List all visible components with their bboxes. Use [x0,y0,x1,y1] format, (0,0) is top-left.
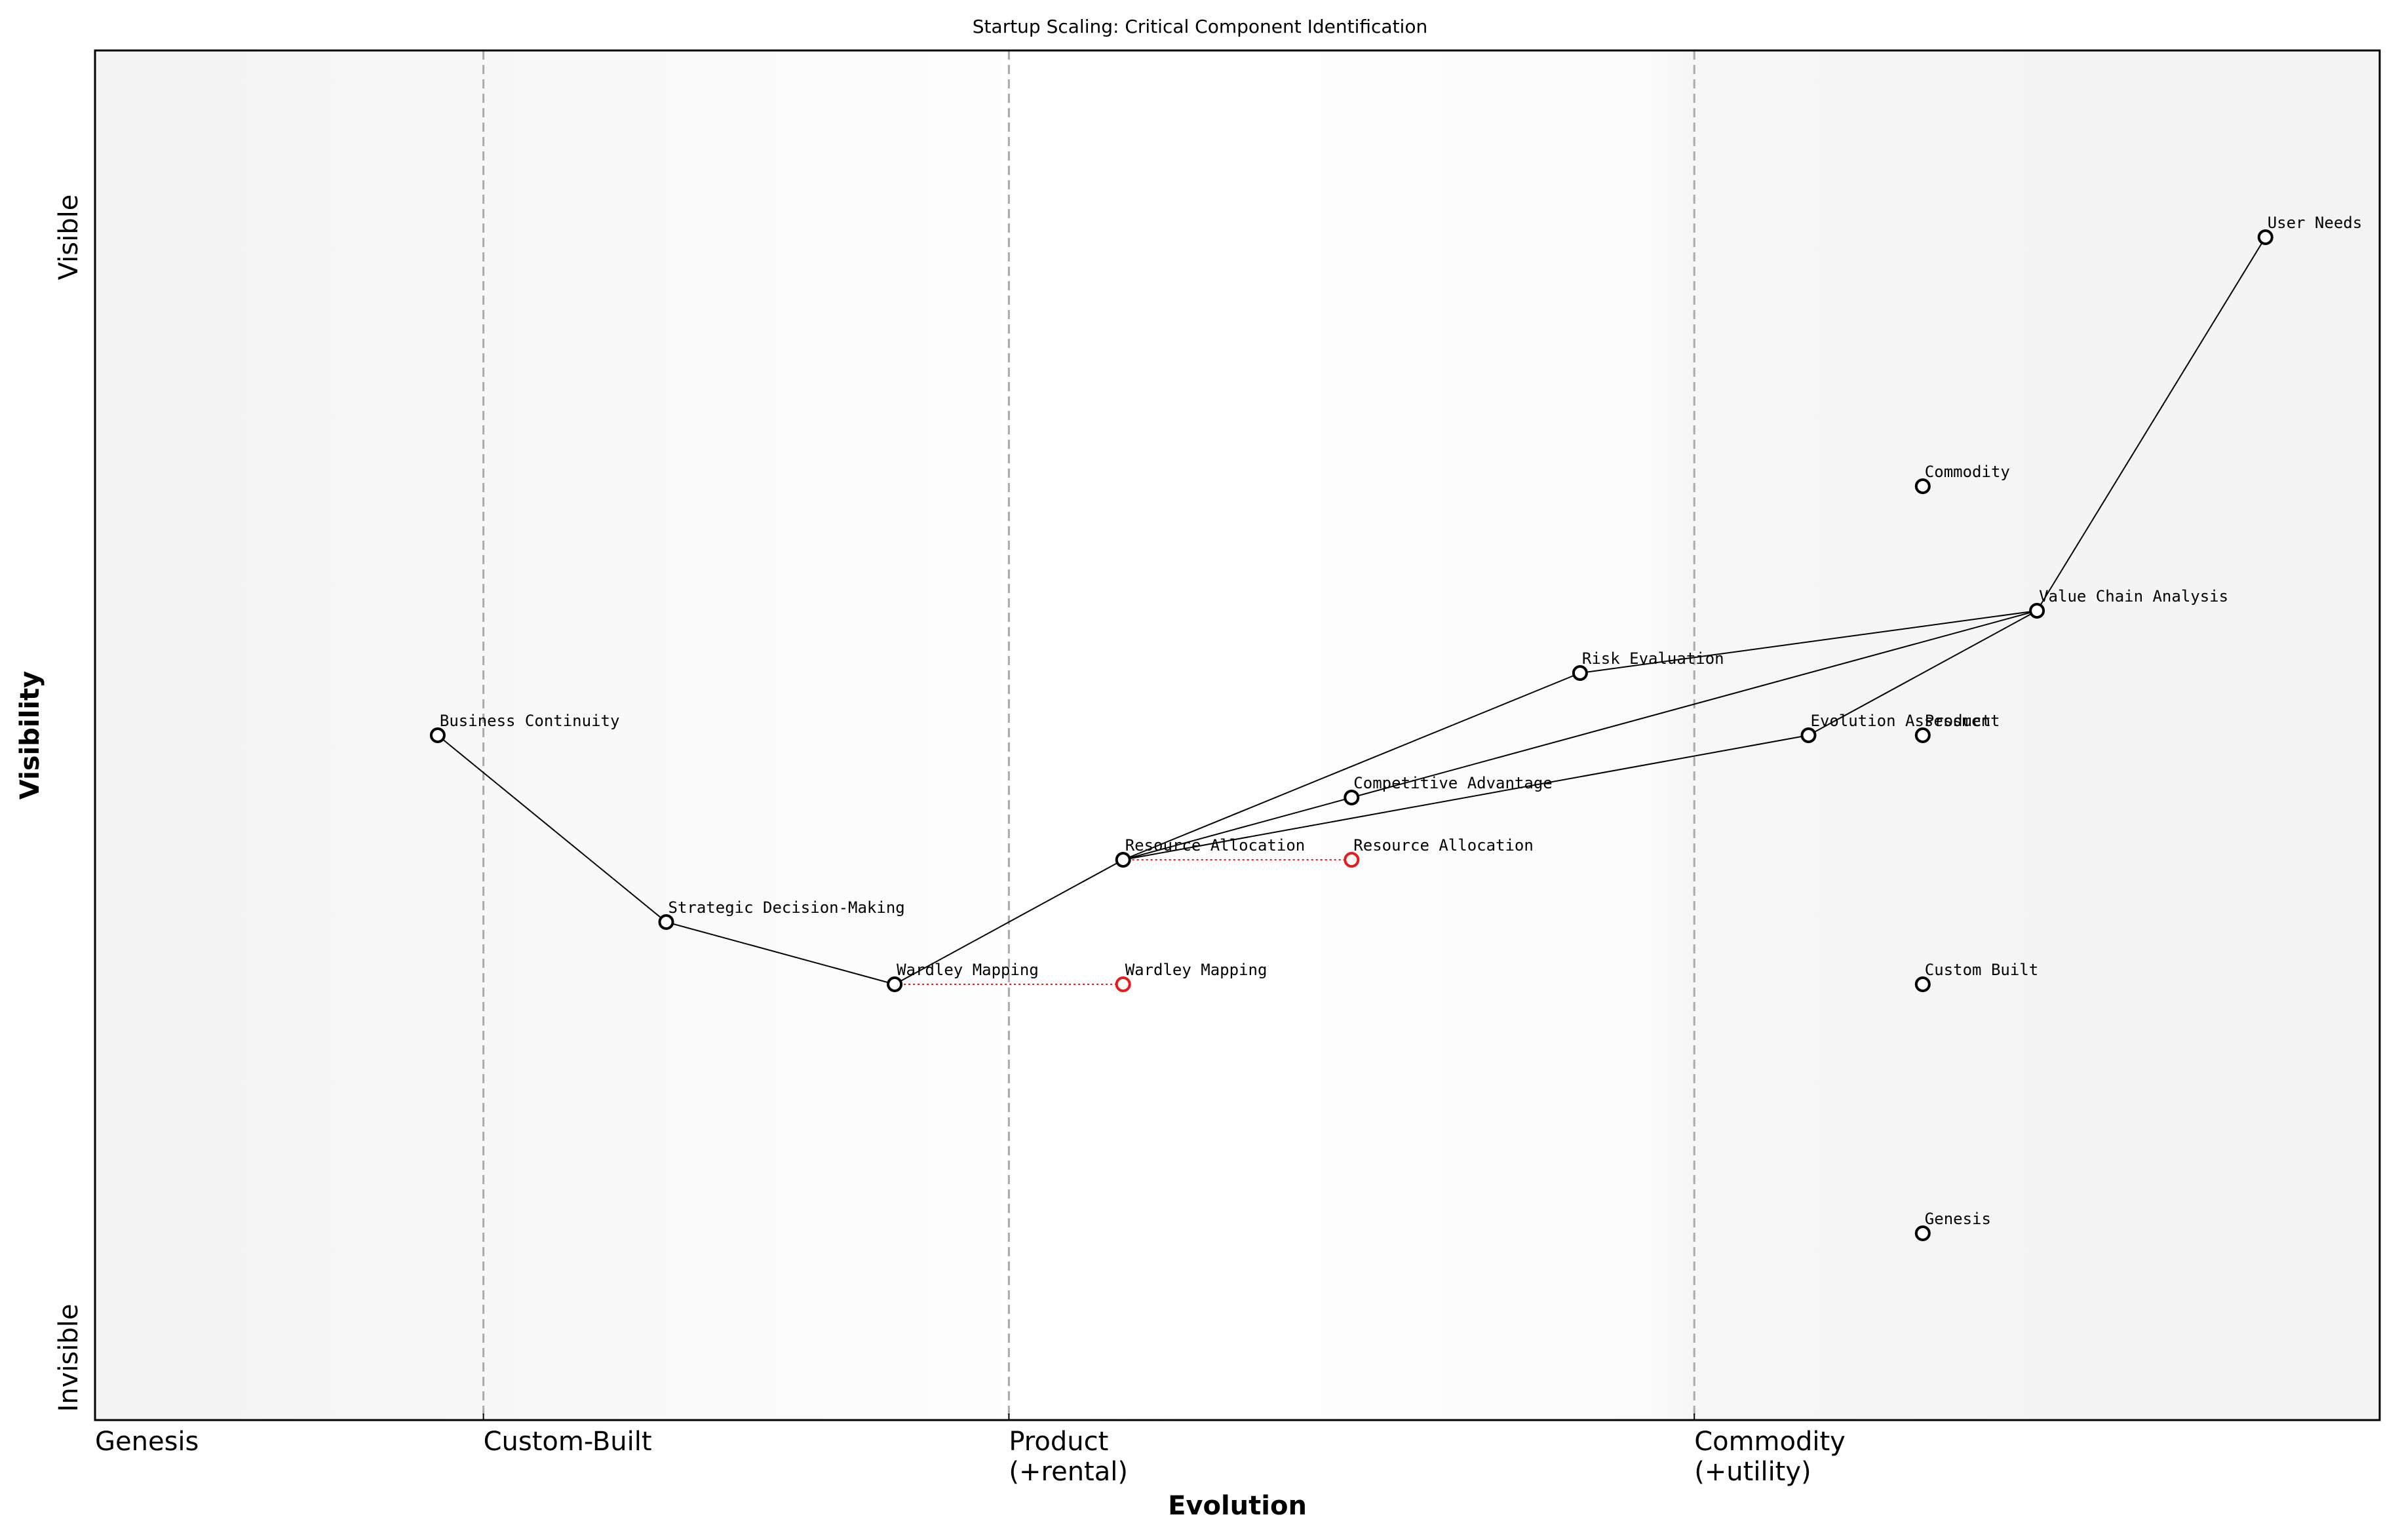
node [1914,1225,1931,1241]
node-label: Commodity [1925,463,2010,481]
node-label: Resource Allocation [1125,836,1306,855]
node-label: User Needs [2268,214,2363,232]
x-tick-label: Product (+rental) [1009,1427,1128,1487]
node-label: Wardley Mapping [1125,961,1268,979]
node-label: Custom Built [1925,961,2038,979]
x-axis-label: Evolution [1168,1491,1307,1521]
x-tick-label: Genesis [95,1427,199,1457]
node [1914,478,1931,494]
link [2036,237,2266,611]
node-label: Resource Allocation [1353,836,1534,855]
node [1344,790,1360,805]
node-label: Strategic Decision-Making [668,898,905,917]
node [1344,852,1360,868]
link [666,921,895,985]
node [2029,603,2045,619]
node [1914,727,1931,743]
node [1914,976,1931,992]
node-label: Value Chain Analysis [2039,587,2228,606]
link [437,735,667,923]
node-label: Risk Evaluation [1582,649,1724,668]
link [1123,672,1581,860]
x-tick-label: Custom-Built [483,1427,652,1457]
node [1115,976,1131,992]
node [1800,727,1817,743]
node-label: Genesis [1925,1210,1991,1228]
node [429,727,446,743]
chart-title: Startup Scaling: Critical Component Iden… [973,16,1427,37]
node [658,914,674,930]
node-label: Wardley Mapping [897,961,1039,979]
plot-frame [94,49,2381,1421]
node [887,976,903,992]
link [1351,610,2038,798]
node-label: Competitive Advantage [1353,774,1552,792]
node-label: Product [1925,712,1991,730]
link [1808,610,2038,736]
link [1123,735,1809,860]
y-tick-label: Visible [54,195,84,280]
link [894,859,1124,985]
y-axis-label: Visibility [15,671,45,799]
x-tick-label: Commodity (+utility) [1694,1427,1846,1487]
node [2257,229,2274,245]
y-tick-label: Invisible [54,1304,84,1412]
plot-background [95,50,2380,1420]
node [1115,852,1131,868]
node-label: Business Continuity [440,712,620,730]
link [1579,610,2038,674]
node-label: Evolution Assessment [1811,712,2000,730]
node [1572,665,1588,681]
link [1123,797,1352,860]
